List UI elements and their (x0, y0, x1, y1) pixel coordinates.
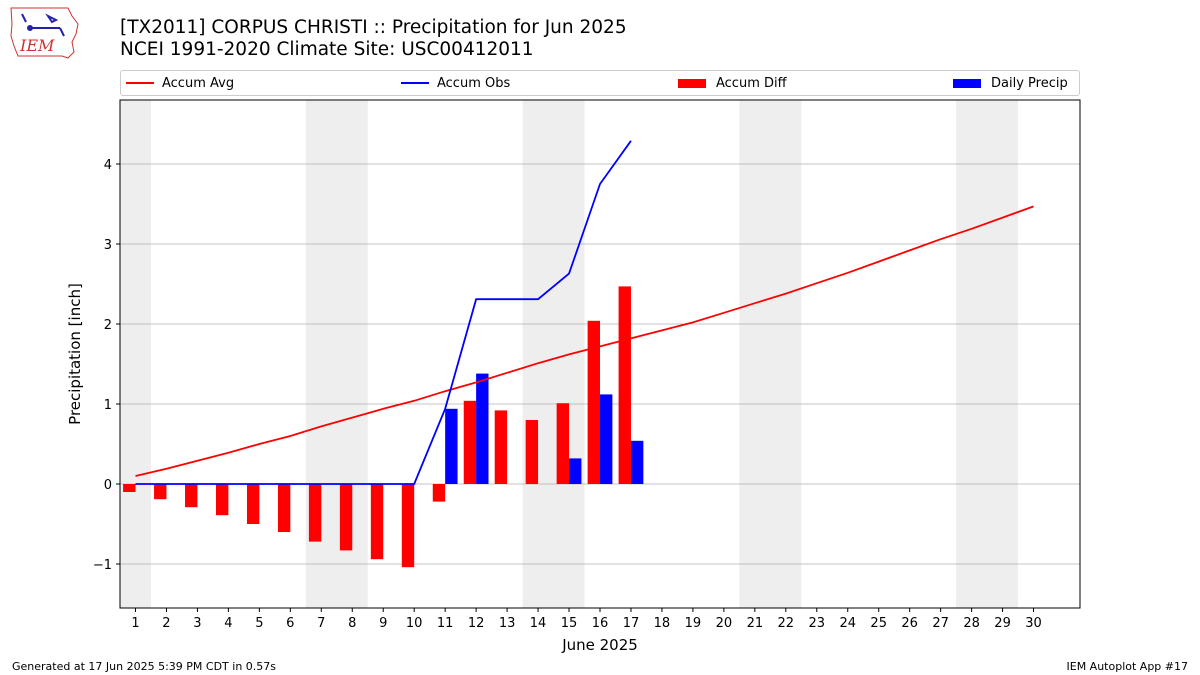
weekend-bands (120, 100, 1019, 608)
x-tick-label: 25 (870, 616, 887, 631)
accum-diff-bar (556, 403, 570, 484)
footer-generated: Generated at 17 Jun 2025 5:39 PM CDT in … (12, 660, 277, 673)
weather-vane-icon (21, 13, 65, 37)
daily-precip-bar (476, 373, 489, 484)
legend-item-accum-avg: Accum Avg (126, 71, 234, 95)
x-tick-label: 14 (530, 616, 547, 631)
y-tick-label: −1 (93, 558, 112, 573)
accum-diff-bar (432, 484, 446, 502)
x-tick-label: 27 (932, 616, 949, 631)
logo-text: IEM (19, 36, 55, 55)
x-tick-label: 18 (654, 616, 671, 631)
x-tick-label: 24 (839, 616, 856, 631)
x-tick-label: 26 (901, 616, 918, 631)
accum-diff-bar (587, 320, 600, 484)
x-tick-label: 28 (963, 616, 980, 631)
accum-diff-bar (401, 484, 415, 568)
x-tick-label: 2 (162, 616, 170, 631)
legend-swatch (678, 78, 706, 88)
legend-swatch (126, 82, 154, 84)
legend-swatch (953, 78, 981, 88)
x-tick-label: 10 (406, 616, 423, 631)
x-axis-label: June 2025 (561, 636, 638, 654)
x-tick-label: 8 (348, 616, 356, 631)
y-tick-label: 4 (104, 158, 112, 173)
x-tick-label: 19 (685, 616, 702, 631)
x-tick-label: 1 (131, 616, 139, 631)
x-tick-label: 3 (193, 616, 201, 631)
x-tick-label: 17 (623, 616, 640, 631)
accum-avg-line (135, 205, 1034, 477)
accum-diff-bar (308, 484, 322, 542)
accum-diff-bar (618, 286, 631, 484)
chart-title: [TX2011] CORPUS CHRISTI :: Precipitation… (120, 17, 627, 38)
x-tick-label: 9 (379, 616, 387, 631)
weekend-band (522, 100, 585, 608)
footer-app: IEM Autoplot App #17 (1066, 660, 1189, 673)
x-tick-label: 23 (809, 616, 826, 631)
x-tick-label: 13 (499, 616, 516, 631)
accum-diff-bar (463, 400, 477, 484)
accum-diff-bar (123, 484, 136, 492)
y-tick-label: 0 (104, 478, 112, 493)
accum-diff-bar (216, 484, 229, 516)
x-tick-label: 22 (778, 616, 795, 631)
x-tick-label: 30 (1025, 616, 1042, 631)
legend: Accum Avg Accum Obs Accum Diff Daily Pre… (120, 70, 1080, 96)
accum-diff-bar (154, 484, 167, 500)
weekend-band (739, 100, 802, 608)
x-tick-label: 12 (468, 616, 485, 631)
daily-precip-bar (569, 458, 582, 484)
x-tick-label: 20 (716, 616, 733, 631)
legend-item-accum-diff: Accum Diff (678, 71, 787, 95)
accum-diff-bar (370, 484, 384, 560)
y-axis-label: Precipitation [inch] (66, 283, 84, 425)
legend-item-daily-precip: Daily Precip (953, 71, 1068, 95)
legend-label: Accum Obs (437, 75, 511, 91)
bars (123, 286, 644, 568)
y-tick-label: 3 (104, 238, 112, 253)
accum-diff-bar (277, 484, 291, 532)
axis-ticks: 1 2 3 4 5 6 7 8 9 10 11 12 13 14 15 16 17 18 19 20 21 22 23 24 2… (93, 158, 1042, 631)
series-lines (135, 140, 1034, 485)
y-tick-label: 2 (104, 318, 112, 333)
legend-label: Daily Precip (991, 75, 1068, 91)
weekend-band (120, 100, 151, 608)
accum-diff-bar (525, 420, 539, 484)
legend-label: Accum Avg (162, 75, 235, 91)
accum-diff-bar (494, 410, 508, 484)
weekend-band (956, 100, 1019, 608)
x-tick-label: 5 (255, 616, 263, 631)
x-tick-label: 6 (286, 616, 294, 631)
x-tick-label: 7 (317, 616, 325, 631)
iowa-outline-icon (10, 7, 79, 59)
x-tick-label: 21 (747, 616, 764, 631)
legend-label: Accum Diff (716, 75, 787, 91)
accum-obs-line (135, 140, 632, 485)
x-tick-label: 16 (592, 616, 609, 631)
x-tick-label: 11 (437, 616, 454, 631)
accum-diff-bar (339, 484, 353, 551)
x-tick-label: 4 (224, 616, 232, 631)
y-tick-label: 1 (104, 398, 112, 413)
accum-diff-bar (246, 484, 260, 524)
daily-precip-bar (445, 408, 458, 484)
accum-diff-bar (185, 484, 198, 508)
x-tick-label: 29 (994, 616, 1011, 631)
daily-precip-bar (630, 440, 644, 484)
x-tick-label: 15 (561, 616, 578, 631)
daily-precip-bar (600, 394, 613, 484)
legend-swatch (401, 82, 429, 84)
legend-item-accum-obs: Accum Obs (401, 71, 510, 95)
iem-logo: IEM (10, 7, 79, 59)
chart-subtitle: NCEI 1991-2020 Climate Site: USC00412011 (120, 39, 534, 60)
